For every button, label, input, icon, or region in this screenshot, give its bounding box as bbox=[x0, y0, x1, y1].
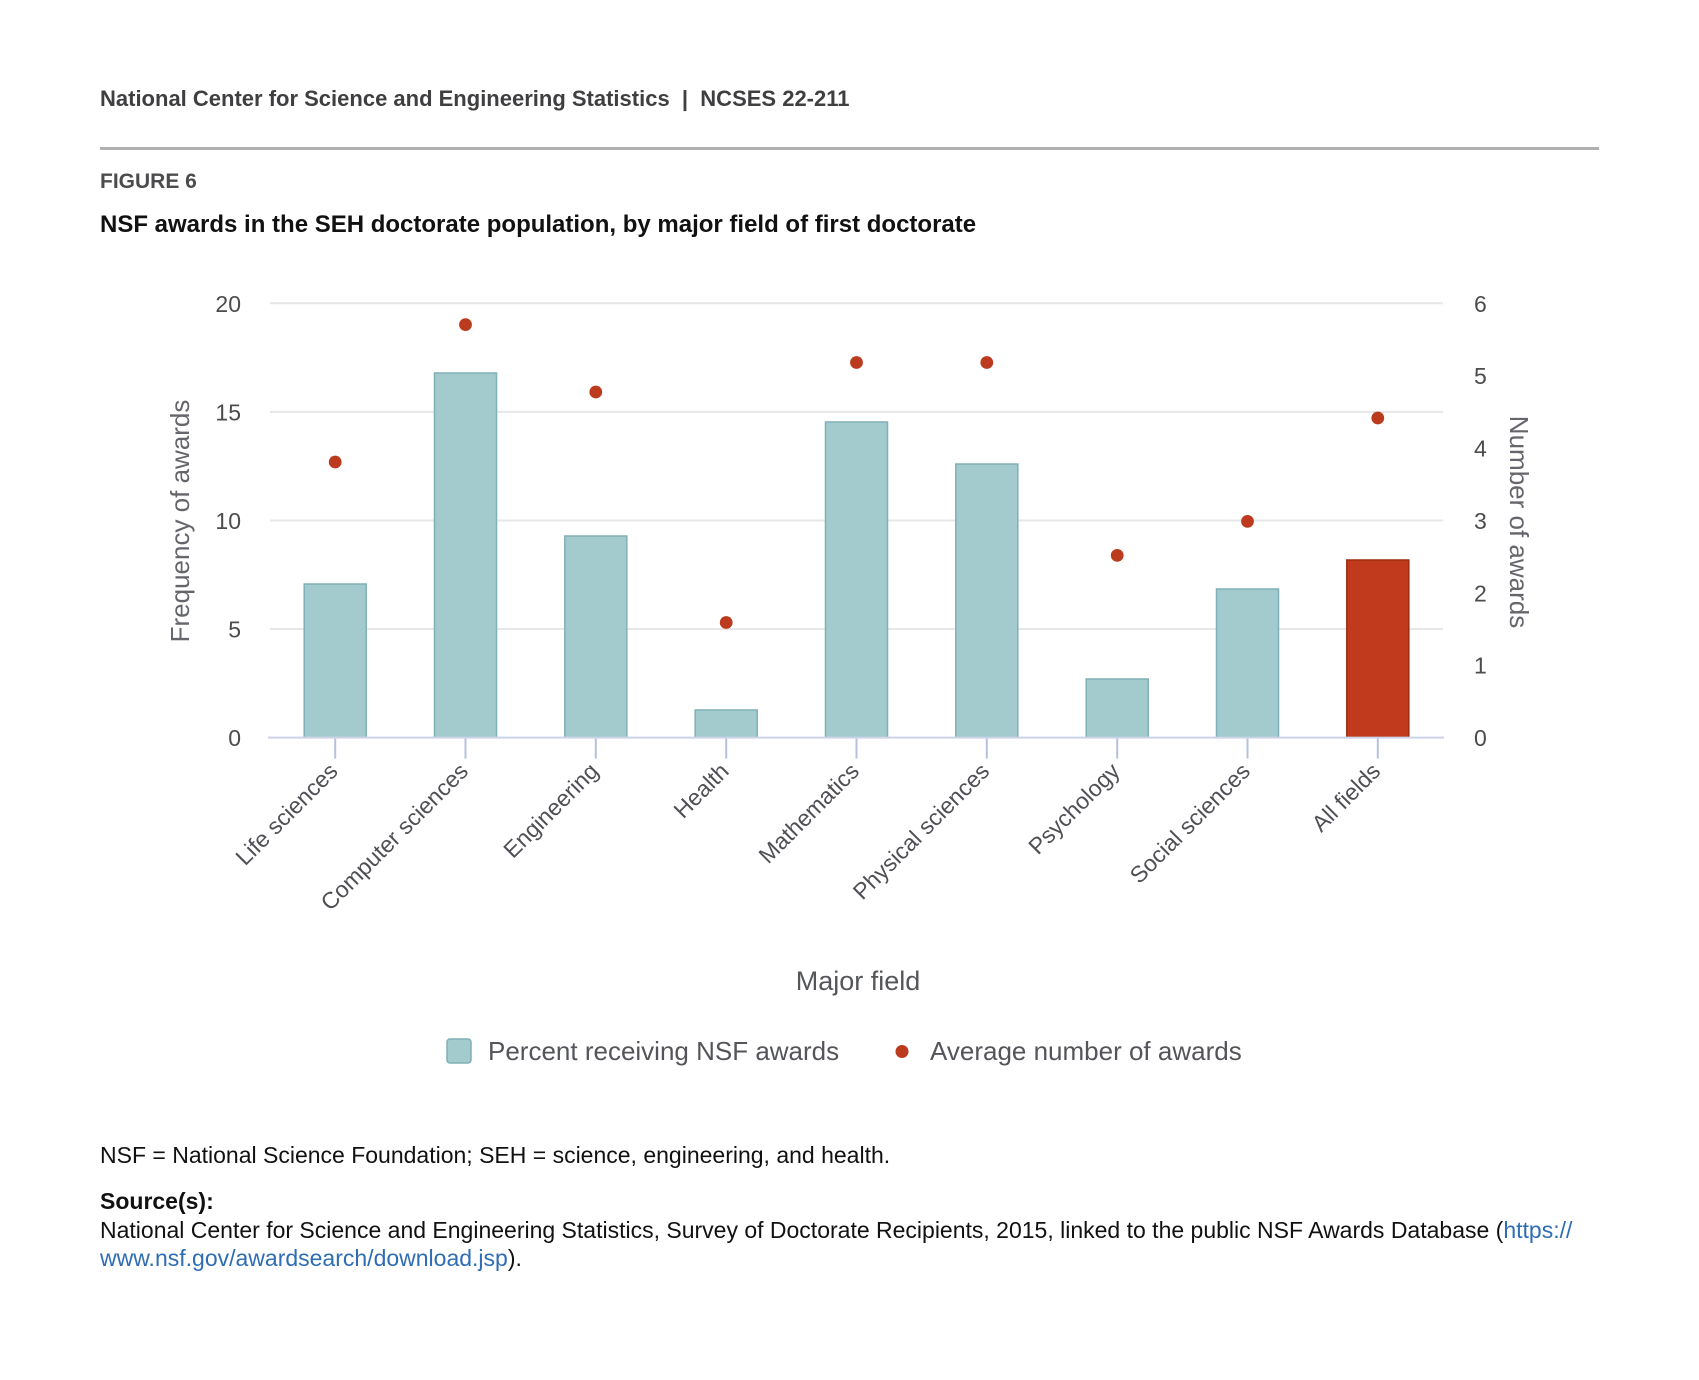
svg-text:Number of awards: Number of awards bbox=[1504, 416, 1534, 628]
svg-text:5: 5 bbox=[228, 617, 241, 643]
svg-text:20: 20 bbox=[215, 291, 241, 317]
svg-text:Physical sciences: Physical sciences bbox=[848, 758, 995, 905]
svg-text:5: 5 bbox=[1474, 363, 1487, 389]
svg-text:4: 4 bbox=[1474, 436, 1487, 462]
svg-text:Computer sciences: Computer sciences bbox=[315, 758, 473, 916]
svg-text:Psychology: Psychology bbox=[1023, 757, 1125, 859]
svg-text:0: 0 bbox=[1474, 725, 1487, 751]
svg-text:Frequency of awards: Frequency of awards bbox=[165, 400, 195, 643]
svg-text:1: 1 bbox=[1474, 653, 1487, 679]
svg-text:6: 6 bbox=[1474, 291, 1487, 317]
svg-text:Mathematics: Mathematics bbox=[753, 758, 864, 869]
svg-text:15: 15 bbox=[215, 399, 241, 425]
svg-text:Percent receiving NSF awards: Percent receiving NSF awards bbox=[488, 1036, 839, 1066]
svg-text:10: 10 bbox=[215, 508, 241, 534]
svg-text:Major field: Major field bbox=[796, 966, 921, 996]
svg-text:Engineering: Engineering bbox=[498, 758, 603, 863]
svg-text:3: 3 bbox=[1474, 508, 1487, 534]
svg-text:All fields: All fields bbox=[1306, 758, 1385, 837]
svg-text:Average number of awards: Average number of awards bbox=[930, 1036, 1242, 1066]
svg-text:Health: Health bbox=[668, 758, 733, 823]
svg-text:0: 0 bbox=[228, 725, 241, 751]
svg-text:Social sciences: Social sciences bbox=[1125, 758, 1255, 888]
svg-text:Life sciences: Life sciences bbox=[230, 758, 342, 870]
svg-text:2: 2 bbox=[1474, 580, 1487, 606]
